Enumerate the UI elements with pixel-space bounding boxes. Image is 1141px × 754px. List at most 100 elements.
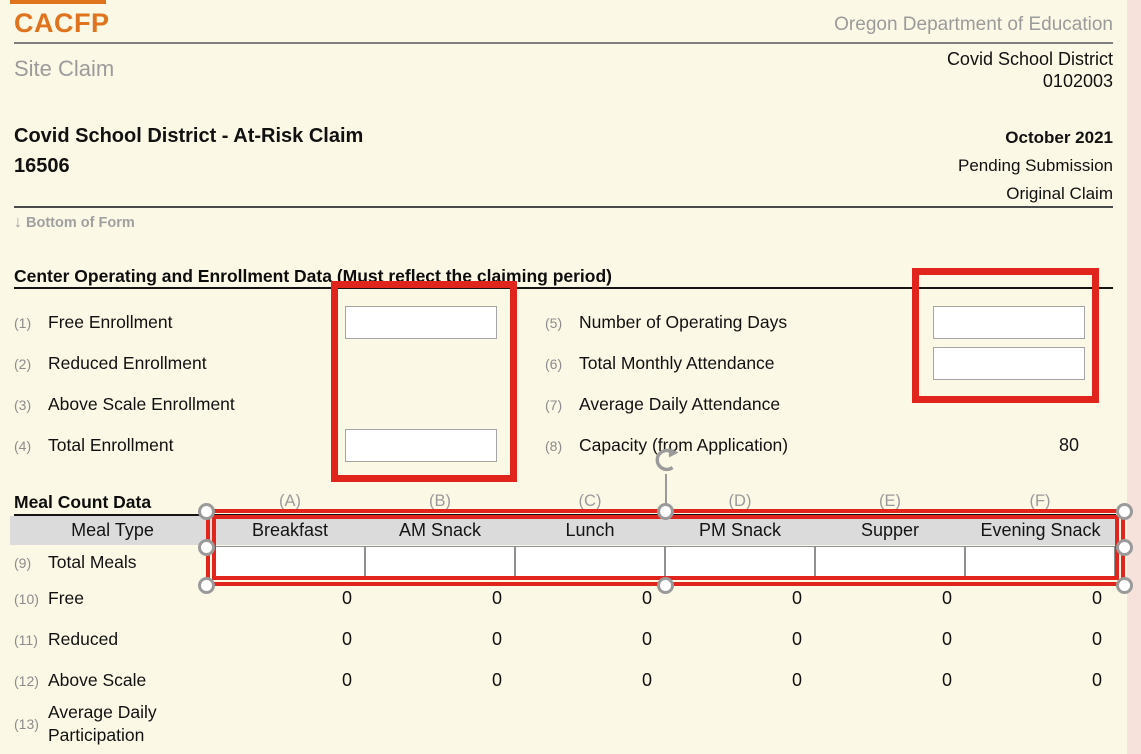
rotate-handle-icon[interactable]	[651, 444, 682, 475]
header-evening-snack: Evening Snack	[980, 520, 1101, 540]
claim-status: Pending Submission	[958, 156, 1113, 175]
meal-type-header: Meal Type	[71, 520, 154, 540]
selection-handle-bottom-center[interactable]	[657, 577, 674, 594]
above-scale-lunch-value: 0	[641, 670, 652, 690]
above-scale-breakfast-value: 0	[341, 670, 352, 690]
selection-handle-bottom-right[interactable]	[1116, 577, 1133, 594]
field-label: Total Enrollment	[48, 435, 174, 455]
claim-title: Covid School District - At-Risk Claim	[14, 125, 364, 147]
annotation-rect-meal-table	[212, 515, 1119, 580]
selection-handle-top-right[interactable]	[1116, 503, 1133, 520]
row-number: (9)	[14, 554, 32, 571]
field-label: Reduced Enrollment	[48, 353, 207, 373]
above-scale-evening-snack-value: 0	[1091, 670, 1102, 690]
field-capacity: (8) Capacity (from Application) 80	[545, 425, 1085, 466]
header-lunch: Lunch	[565, 520, 615, 540]
claim-title-block: Covid School District - At-Risk Claim 16…	[14, 121, 363, 181]
field-total-enrollment: (4) Total Enrollment	[14, 425, 497, 466]
header-divider	[14, 42, 1113, 44]
reduced-pm-snack-value: 0	[791, 629, 802, 649]
free-pm-snack-value: 0	[791, 588, 802, 608]
title-divider	[14, 206, 1113, 208]
header-pm-snack: PM Snack	[698, 520, 782, 540]
field-above-scale-enrollment: (3) Above Scale Enrollment	[14, 384, 497, 425]
free-breakfast-value: 0	[341, 588, 352, 608]
total-enrollment-input[interactable]	[345, 429, 497, 462]
annotation-rect-attendance-inputs	[912, 268, 1099, 403]
free-enrollment-input[interactable]	[345, 306, 497, 339]
app-title: CACFP	[14, 8, 110, 38]
column-letter-a: (A)	[279, 492, 301, 510]
bottom-of-form-link[interactable]: ↓ Bottom of Form	[14, 214, 135, 232]
field-label: Capacity (from Application)	[579, 435, 789, 455]
total-meals-am-snack-input[interactable]	[365, 546, 515, 579]
total-monthly-attendance-input[interactable]	[933, 347, 1085, 380]
field-free-enrollment: (1) Free Enrollment	[14, 302, 497, 343]
district-code: 0102003	[1042, 71, 1113, 91]
field-number: (6)	[545, 355, 563, 372]
district-block: Covid School District 0102003	[947, 48, 1113, 92]
enrollment-heading-underline	[14, 287, 1113, 289]
claim-type: Original Claim	[1006, 184, 1113, 203]
claim-number: 16506	[14, 155, 70, 177]
top-edge-orange-remnant	[10, 0, 106, 4]
reduced-evening-snack-value: 0	[1091, 629, 1102, 649]
total-meals-evening-snack-input[interactable]	[965, 546, 1115, 579]
enrollment-section-heading: Center Operating and Enrollment Data (Mu…	[14, 266, 612, 286]
annotation-rect-enrollment-inputs	[331, 281, 517, 482]
enrollment-fields-left: (1) Free Enrollment (2) Reduced Enrollme…	[14, 302, 497, 466]
row-number: (11)	[14, 631, 38, 648]
row-number: (12)	[14, 672, 39, 689]
field-number: (8)	[545, 437, 563, 454]
operating-days-input[interactable]	[933, 306, 1085, 339]
field-label: Above Scale Enrollment	[48, 394, 235, 414]
capacity-value: 80	[1058, 435, 1079, 455]
annotation-selection-rect-meal-table[interactable]	[206, 509, 1125, 586]
right-edge-strip	[1127, 0, 1141, 754]
field-label: Average Daily Attendance	[579, 394, 781, 414]
row-label-text: Total Meals	[48, 552, 137, 572]
selection-handle-middle-left[interactable]	[198, 539, 215, 556]
field-label: Total Monthly Attendance	[579, 353, 775, 373]
row-above-scale-label: (12) Above Scale	[14, 670, 146, 691]
field-operating-days: (5) Number of Operating Days	[545, 302, 1085, 343]
field-number: (3)	[14, 396, 32, 413]
claim-meta-block: October 2021 Pending Submission Original…	[958, 124, 1113, 208]
above-scale-am-snack-value: 0	[491, 670, 502, 690]
meal-table-header-row: Meal Type Breakfast AM Snack Lunch PM Sn…	[10, 516, 1116, 545]
field-label: Free Enrollment	[48, 312, 173, 332]
selection-handle-top-left[interactable]	[198, 503, 215, 520]
row-number: (10)	[14, 590, 39, 607]
reduced-breakfast-value: 0	[341, 629, 352, 649]
header-am-snack: AM Snack	[398, 520, 482, 540]
header-supper: Supper	[860, 520, 920, 540]
selection-handle-bottom-left[interactable]	[198, 577, 215, 594]
rotate-handle-stem	[665, 474, 667, 512]
column-letter-c: (C)	[578, 492, 602, 510]
selection-handle-top-center[interactable]	[657, 503, 674, 520]
district-name: Covid School District	[946, 49, 1113, 69]
field-label: Number of Operating Days	[579, 312, 788, 332]
selection-handle-middle-right[interactable]	[1116, 539, 1133, 556]
free-am-snack-value: 0	[491, 588, 502, 608]
row-total-meals-label: (9) Total Meals	[14, 546, 137, 579]
field-number: (7)	[545, 396, 563, 413]
row-label-text: Above Scale	[48, 670, 147, 690]
header-breakfast: Breakfast	[251, 520, 329, 540]
row-label-text: Average Daily Participation	[48, 702, 157, 745]
down-arrow-icon: ↓	[14, 214, 22, 231]
reduced-supper-value: 0	[941, 629, 952, 649]
claim-month: October 2021	[1005, 128, 1113, 147]
reduced-am-snack-value: 0	[491, 629, 502, 649]
field-number: (5)	[545, 314, 563, 331]
row-label-text: Free	[48, 588, 84, 608]
row-free-label: (10) Free	[14, 588, 84, 609]
page-subtitle: Site Claim	[14, 56, 115, 81]
total-meals-breakfast-input[interactable]	[215, 546, 365, 579]
field-number: (1)	[14, 314, 32, 331]
field-reduced-enrollment: (2) Reduced Enrollment	[14, 343, 497, 384]
column-letter-e: (E)	[879, 492, 901, 510]
reduced-lunch-value: 0	[641, 629, 652, 649]
free-supper-value: 0	[941, 588, 952, 608]
column-letter-b: (B)	[429, 492, 451, 510]
